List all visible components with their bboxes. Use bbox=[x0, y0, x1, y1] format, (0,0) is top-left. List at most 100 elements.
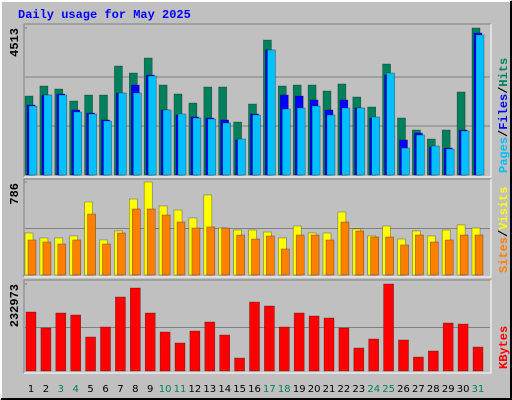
legend-separator: / bbox=[497, 230, 511, 237]
y-tick-label: 4513 bbox=[8, 28, 22, 57]
bar bbox=[147, 75, 157, 176]
bar bbox=[189, 330, 201, 372]
bar bbox=[267, 49, 276, 176]
bar bbox=[427, 350, 439, 372]
x-tick-label: 9 bbox=[147, 384, 153, 395]
bar bbox=[341, 107, 351, 176]
bar bbox=[177, 113, 187, 176]
bar bbox=[370, 236, 380, 276]
x-tick-label: 8 bbox=[132, 384, 138, 395]
x-tick-label: 30 bbox=[457, 384, 470, 395]
bar bbox=[132, 208, 141, 276]
bar bbox=[323, 317, 335, 372]
bar bbox=[70, 314, 81, 372]
bar bbox=[293, 312, 305, 372]
bar bbox=[457, 323, 469, 372]
bar bbox=[355, 230, 365, 276]
bar bbox=[356, 107, 366, 176]
bar bbox=[43, 94, 53, 176]
bar bbox=[296, 107, 306, 176]
bar bbox=[236, 234, 245, 276]
x-tick-label: 17 bbox=[263, 384, 276, 395]
x-tick-label: 7 bbox=[117, 384, 123, 395]
bar bbox=[159, 331, 171, 372]
x-tick-label: 21 bbox=[323, 384, 336, 395]
legend: Sites/Visits bbox=[497, 187, 511, 273]
bar bbox=[325, 239, 335, 276]
bar bbox=[444, 239, 454, 276]
bar bbox=[474, 234, 484, 276]
panel-edge-dark bbox=[23, 178, 491, 277]
bar bbox=[416, 134, 425, 176]
bar bbox=[460, 130, 470, 176]
panel-edge-dark bbox=[23, 23, 491, 177]
bar bbox=[88, 113, 97, 176]
bar bbox=[368, 338, 380, 372]
bar bbox=[219, 334, 230, 372]
bar bbox=[401, 147, 410, 176]
bar bbox=[176, 221, 186, 276]
bar bbox=[385, 236, 394, 276]
bar bbox=[371, 116, 381, 176]
x-tick-label: 15 bbox=[233, 384, 246, 395]
bar bbox=[280, 248, 290, 276]
bar bbox=[192, 117, 202, 176]
bar bbox=[57, 243, 67, 276]
x-tick-label: 20 bbox=[308, 384, 321, 395]
x-tick-label: 14 bbox=[218, 384, 231, 395]
bar bbox=[442, 322, 454, 372]
bar bbox=[118, 92, 127, 176]
legend-separator: / bbox=[497, 130, 511, 137]
x-tick-label: 29 bbox=[442, 384, 455, 395]
bar bbox=[278, 326, 290, 372]
legend: KBytes bbox=[497, 326, 511, 369]
bar bbox=[353, 347, 365, 372]
bar bbox=[234, 357, 245, 372]
y-tick-label: 232973 bbox=[8, 284, 22, 327]
bar bbox=[102, 243, 111, 276]
bar bbox=[103, 120, 112, 176]
bar bbox=[326, 114, 336, 176]
bar bbox=[415, 234, 424, 276]
x-tick-label: 27 bbox=[412, 384, 425, 395]
x-tick-label: 25 bbox=[382, 384, 395, 395]
bar bbox=[87, 213, 96, 276]
legend-separator: / bbox=[497, 87, 511, 94]
bar bbox=[55, 312, 67, 372]
bar bbox=[266, 235, 275, 276]
x-tick-label: 4 bbox=[73, 384, 79, 395]
bar bbox=[340, 221, 350, 276]
bar bbox=[400, 244, 409, 276]
bar bbox=[72, 239, 81, 276]
x-tick-label: 3 bbox=[58, 384, 64, 395]
bar bbox=[115, 296, 126, 372]
panel-edge-light bbox=[24, 24, 492, 178]
bar bbox=[144, 312, 156, 372]
bar bbox=[73, 111, 82, 176]
bar bbox=[413, 356, 424, 372]
bar bbox=[472, 346, 484, 372]
bar bbox=[249, 301, 260, 372]
bar bbox=[130, 287, 141, 372]
bar bbox=[27, 239, 37, 276]
bar bbox=[398, 339, 409, 372]
bar bbox=[445, 148, 455, 176]
bar bbox=[191, 227, 201, 276]
bar bbox=[162, 109, 172, 176]
panel-edge-light bbox=[24, 179, 492, 278]
bar bbox=[281, 108, 291, 176]
bar bbox=[475, 34, 485, 176]
bar bbox=[295, 234, 305, 276]
legend-entry: Hits bbox=[497, 58, 511, 87]
x-tick-label: 1 bbox=[28, 384, 34, 395]
x-tick-label: 2 bbox=[43, 384, 49, 395]
bar bbox=[251, 238, 260, 276]
bar bbox=[146, 208, 156, 276]
legend-entry: Visits bbox=[497, 187, 511, 230]
legend-entry: KBytes bbox=[497, 326, 511, 369]
legend-entry: Pages bbox=[497, 137, 511, 173]
bar bbox=[58, 94, 68, 176]
